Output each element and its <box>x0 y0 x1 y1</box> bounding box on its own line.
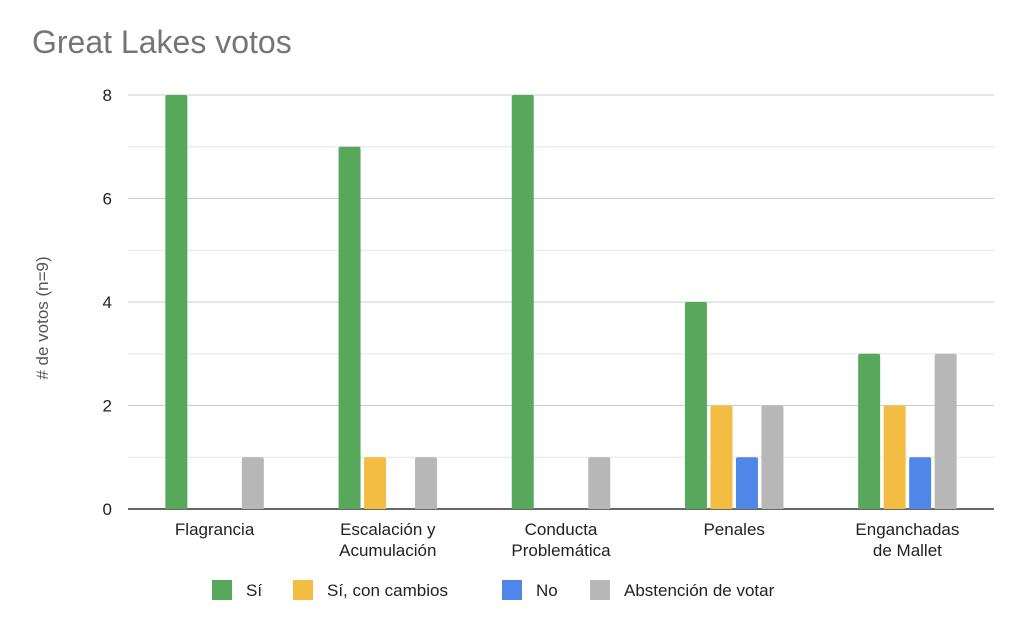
y-tick-label: 8 <box>103 86 112 105</box>
x-category-label: Penales <box>703 520 764 539</box>
bar <box>364 457 387 509</box>
legend: Sí Sí, con cambios No Abstención de votar <box>212 580 775 600</box>
bar <box>241 457 264 509</box>
bars <box>165 95 957 509</box>
y-tick-label: 6 <box>103 190 112 209</box>
chart-title: Great Lakes votos <box>32 24 292 60</box>
x-category-label: Escalación y Acumulación <box>339 520 436 560</box>
legend-swatch <box>502 580 522 600</box>
legend-label: Sí, con cambios <box>327 581 448 600</box>
bar <box>761 405 784 509</box>
y-tick-label: 0 <box>103 500 112 519</box>
x-category-label: Enganchadas de Mallet <box>855 520 959 560</box>
y-tick-label: 4 <box>103 293 112 312</box>
y-tick-label: 2 <box>103 397 112 416</box>
bar <box>710 405 733 509</box>
bar <box>883 405 906 509</box>
bar <box>165 95 188 509</box>
x-axis-categories: Flagrancia Escalación y Acumulación Conduct… <box>175 520 959 560</box>
bar <box>511 95 534 509</box>
y-axis-ticks: 0 2 4 6 8 <box>103 86 112 519</box>
legend-swatch <box>293 580 313 600</box>
legend-swatch <box>212 580 232 600</box>
gridlines <box>128 94 994 510</box>
bar <box>415 457 438 509</box>
bar <box>684 302 707 509</box>
legend-label: No <box>536 581 558 600</box>
bar <box>909 457 932 509</box>
legend-label: Abstención de votar <box>624 581 775 600</box>
legend-swatch <box>590 580 610 600</box>
y-axis-label: # de votos (n=9) <box>33 256 52 379</box>
bar <box>338 146 361 509</box>
legend-label: Sí <box>246 581 262 600</box>
x-category-label: Flagrancia <box>175 520 255 539</box>
bar <box>735 457 758 509</box>
bar <box>588 457 611 509</box>
bar <box>934 353 957 509</box>
bar <box>858 353 881 509</box>
x-category-label: Conducta Problemática <box>511 520 611 560</box>
